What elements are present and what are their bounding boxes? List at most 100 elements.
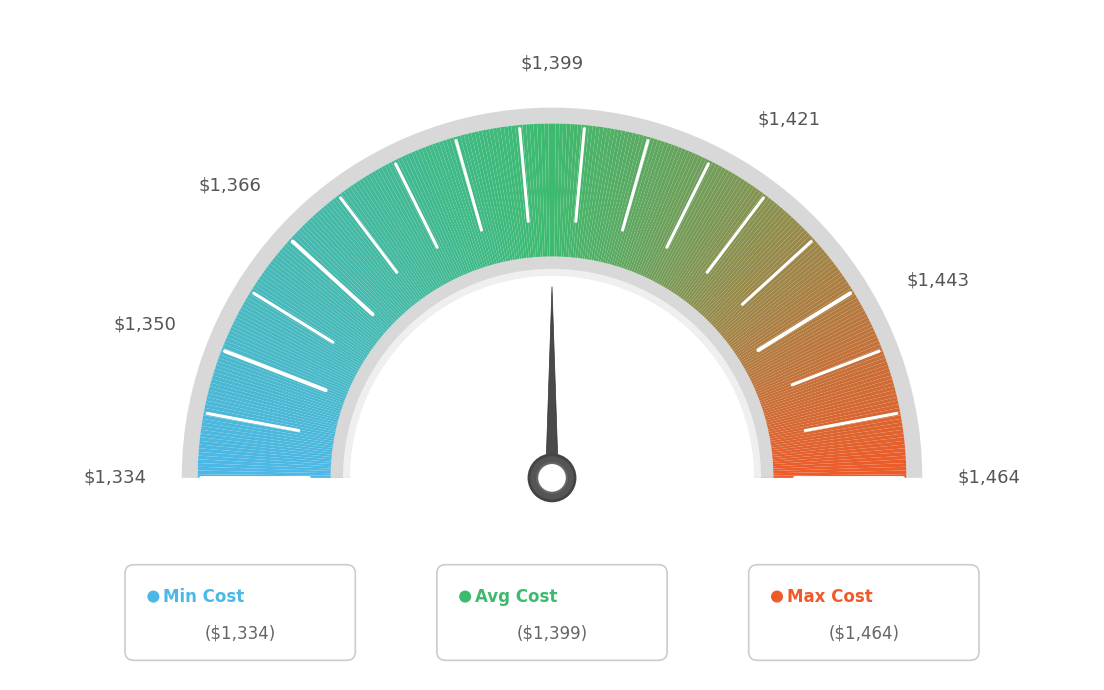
Wedge shape: [636, 154, 700, 291]
Wedge shape: [245, 297, 375, 375]
Wedge shape: [756, 444, 905, 461]
Wedge shape: [206, 397, 352, 433]
Wedge shape: [565, 124, 578, 273]
Wedge shape: [247, 295, 376, 373]
Wedge shape: [691, 217, 795, 328]
Wedge shape: [624, 146, 679, 286]
Wedge shape: [652, 169, 729, 300]
Wedge shape: [511, 126, 531, 274]
Wedge shape: [749, 375, 892, 420]
Wedge shape: [269, 261, 390, 353]
Wedge shape: [605, 136, 647, 280]
Wedge shape: [731, 304, 862, 379]
Wedge shape: [422, 147, 478, 287]
Wedge shape: [350, 185, 436, 309]
Wedge shape: [745, 358, 887, 411]
Wedge shape: [646, 162, 716, 296]
Wedge shape: [492, 128, 520, 275]
Wedge shape: [279, 249, 395, 347]
Wedge shape: [588, 129, 618, 276]
Wedge shape: [435, 142, 487, 284]
Wedge shape: [708, 246, 822, 345]
Wedge shape: [329, 200, 424, 318]
Wedge shape: [209, 386, 353, 427]
Wedge shape: [749, 372, 891, 418]
Wedge shape: [401, 156, 467, 292]
Wedge shape: [657, 173, 735, 302]
Wedge shape: [415, 150, 475, 288]
Wedge shape: [549, 124, 552, 273]
Wedge shape: [394, 159, 463, 294]
Wedge shape: [753, 408, 900, 440]
Wedge shape: [577, 126, 601, 274]
Wedge shape: [288, 238, 401, 340]
Wedge shape: [741, 337, 879, 398]
Wedge shape: [224, 341, 362, 400]
Wedge shape: [489, 128, 518, 275]
Wedge shape: [683, 205, 781, 321]
Wedge shape: [704, 241, 818, 342]
Text: $1,350: $1,350: [114, 316, 177, 334]
Wedge shape: [671, 189, 761, 312]
Wedge shape: [407, 152, 470, 290]
Wedge shape: [199, 452, 347, 465]
Wedge shape: [757, 471, 906, 475]
Wedge shape: [559, 124, 566, 273]
Wedge shape: [675, 193, 766, 314]
Text: $1,464: $1,464: [957, 469, 1021, 487]
Wedge shape: [182, 108, 922, 478]
Wedge shape: [680, 200, 775, 318]
Wedge shape: [746, 362, 888, 413]
Wedge shape: [692, 219, 797, 330]
Text: Max Cost: Max Cost: [787, 588, 872, 606]
Wedge shape: [750, 379, 893, 422]
Wedge shape: [460, 135, 501, 279]
Wedge shape: [432, 144, 485, 284]
Wedge shape: [751, 386, 895, 427]
Wedge shape: [538, 124, 545, 273]
Wedge shape: [307, 219, 412, 330]
Wedge shape: [747, 368, 890, 417]
Wedge shape: [757, 448, 905, 463]
Wedge shape: [198, 460, 347, 469]
Wedge shape: [272, 258, 391, 352]
Wedge shape: [199, 444, 348, 461]
Text: $1,366: $1,366: [199, 177, 262, 195]
Circle shape: [459, 591, 471, 602]
Wedge shape: [475, 131, 509, 277]
Wedge shape: [617, 142, 669, 284]
Wedge shape: [554, 124, 560, 273]
Wedge shape: [514, 125, 532, 273]
Wedge shape: [561, 124, 571, 273]
Wedge shape: [449, 137, 495, 281]
Wedge shape: [726, 291, 856, 371]
Wedge shape: [277, 252, 394, 348]
Wedge shape: [649, 166, 723, 298]
Wedge shape: [664, 181, 749, 306]
Text: $1,399: $1,399: [520, 54, 584, 72]
Wedge shape: [198, 463, 347, 471]
Wedge shape: [647, 164, 720, 297]
Wedge shape: [725, 288, 853, 370]
Wedge shape: [233, 320, 368, 388]
Wedge shape: [584, 128, 612, 275]
Wedge shape: [203, 411, 350, 442]
Wedge shape: [412, 151, 473, 289]
Wedge shape: [740, 334, 878, 396]
Wedge shape: [263, 270, 385, 359]
Wedge shape: [530, 124, 541, 273]
Wedge shape: [757, 466, 906, 473]
FancyBboxPatch shape: [437, 564, 667, 660]
Wedge shape: [388, 162, 458, 296]
Wedge shape: [257, 279, 382, 364]
Wedge shape: [712, 255, 830, 351]
Wedge shape: [347, 187, 435, 310]
Wedge shape: [754, 415, 901, 444]
Wedge shape: [365, 175, 446, 303]
Wedge shape: [397, 157, 465, 293]
Wedge shape: [291, 235, 402, 339]
Wedge shape: [240, 307, 372, 381]
Wedge shape: [739, 331, 875, 394]
Circle shape: [529, 455, 575, 501]
Wedge shape: [754, 411, 901, 442]
